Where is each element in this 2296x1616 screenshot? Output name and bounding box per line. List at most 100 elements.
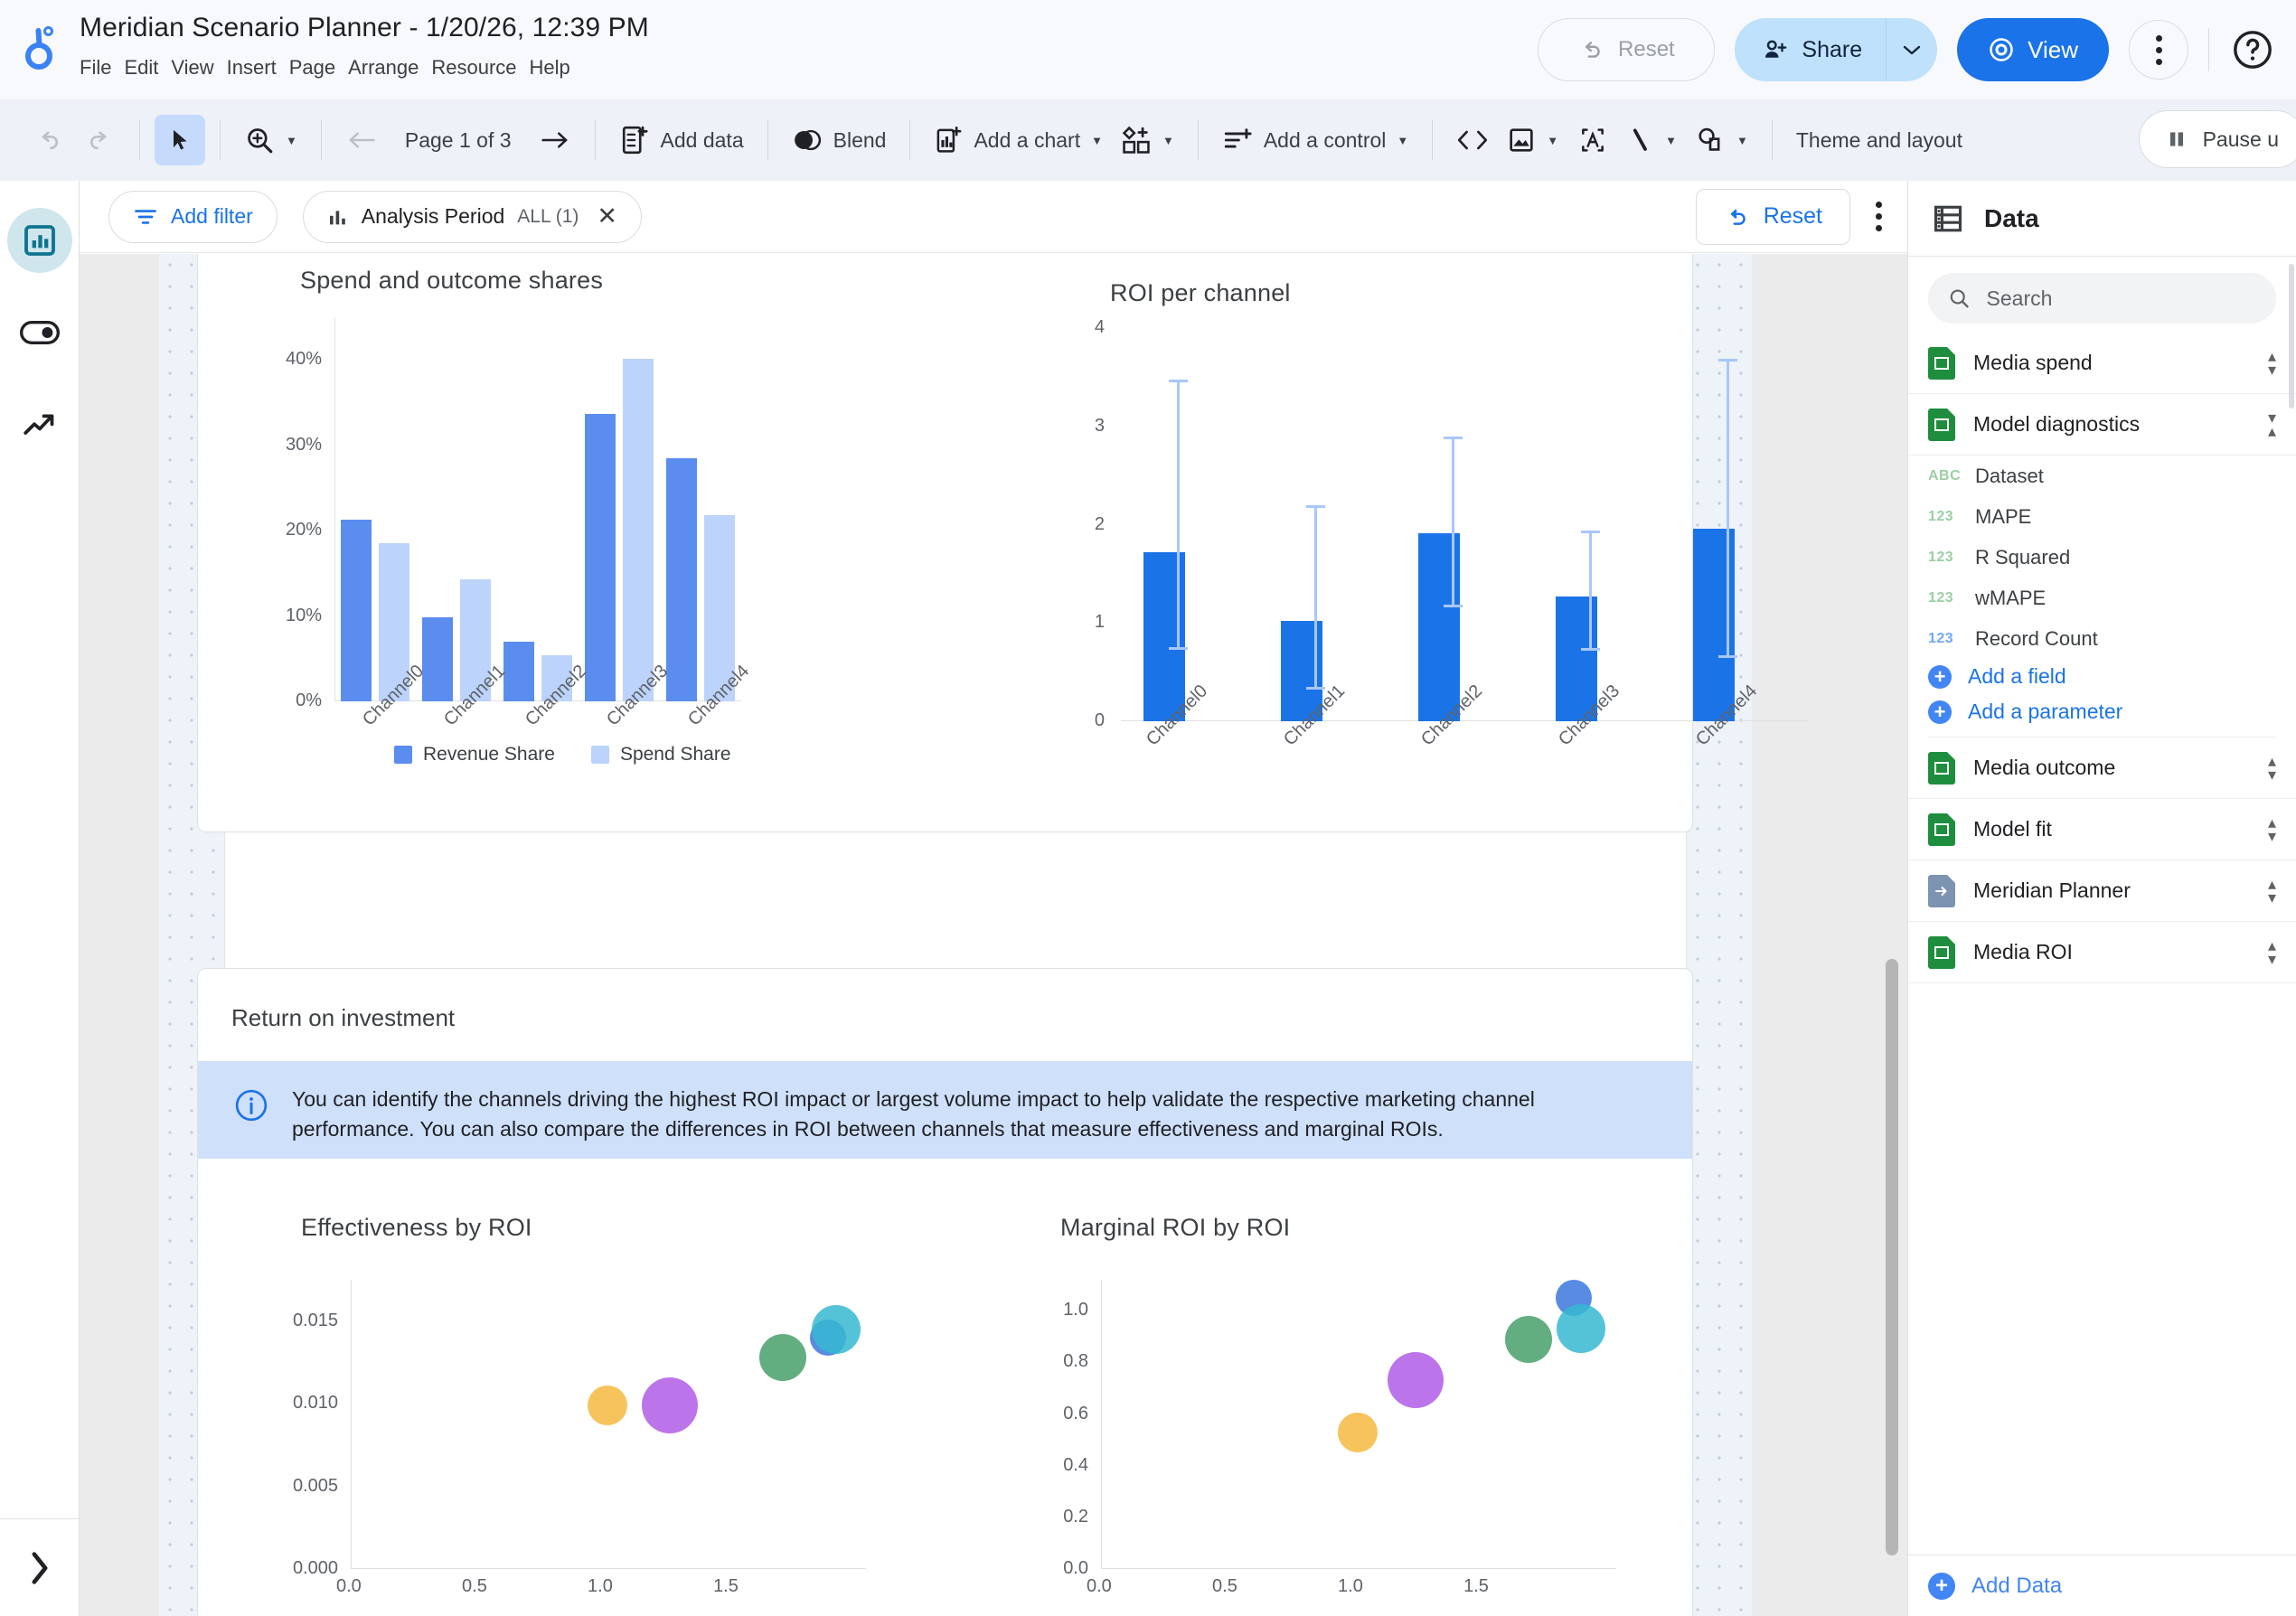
field-row[interactable]: 123 R Squared [1908,537,2296,578]
x-tick-label: 1.5 [713,1576,739,1596]
chart-title: Effectiveness by ROI [301,1214,532,1241]
bar[interactable] [585,413,616,701]
community-visualizations-button[interactable]: ▼ [1112,125,1183,155]
bar[interactable] [503,641,534,701]
undo-button[interactable] [24,115,74,165]
page-indicator[interactable]: Page 1 of 3 [404,127,512,152]
menu-arrange[interactable]: Arrange [348,56,419,79]
menu-file[interactable]: File [80,56,112,79]
add-data-button[interactable]: Add data [610,124,753,156]
app-logo[interactable] [0,0,80,99]
field-row[interactable]: 123 wMAPE [1908,578,2296,618]
rail-item-toggle[interactable] [0,293,80,372]
bar[interactable] [623,359,654,701]
search-input[interactable] [1986,286,2256,311]
add-chart-button[interactable]: Add a chart ▼ [925,125,1112,155]
data-panel-scrollbar[interactable] [2289,264,2294,409]
bar[interactable] [379,543,409,701]
bar[interactable] [541,655,572,701]
menu-insert[interactable]: Insert [226,56,277,79]
add-parameter-link[interactable]: + Add a parameter [1908,694,2296,729]
bubble-point[interactable] [1504,1315,1552,1363]
field-row[interactable]: ABC Dataset [1908,456,2296,496]
zoom-tool-button[interactable]: ▼ [235,125,306,155]
chart-marginal-roi-by-roi[interactable]: Marginal ROI by ROI 0.0 0.2 0.4 0.6 0.8 1.0 0… [983,1194,1707,1616]
expand-icon[interactable]: ▴ ▾ [2267,347,2276,379]
data-source-row[interactable]: Meridian Planner ▴ ▾ [1908,860,2296,922]
menu-resource[interactable]: Resource [431,56,517,79]
data-source-row[interactable]: Media spend ▴ ▾ [1908,333,2296,394]
theme-and-layout-button[interactable]: Theme and layout [1795,127,1962,152]
expand-icon[interactable]: ▴ ▾ [2267,752,2276,784]
legend-item[interactable]: Revenue Share [394,744,555,766]
close-icon[interactable]: ✕ [597,202,618,230]
more-options-button[interactable] [2129,20,2188,80]
menu-view[interactable]: View [171,56,214,79]
insert-shape-button[interactable]: ▼ [1686,126,1757,155]
expand-icon[interactable]: ▴ ▾ [2267,875,2276,907]
redo-button[interactable] [74,115,125,165]
chart-effectiveness-by-roi[interactable]: Effectiveness by ROI 0.000 0.005 0.010 0.01… [224,1194,947,1616]
pause-updates-button[interactable]: Pause u [2138,110,2296,168]
bubble-point[interactable] [1337,1412,1378,1452]
kebab-icon [2155,34,2162,65]
bubble-point[interactable] [759,1333,807,1381]
embed-code-button[interactable] [1447,115,1498,165]
view-button[interactable]: View [1957,18,2109,81]
share-dropdown-button[interactable] [1887,18,1937,81]
y-axis [334,317,335,701]
insert-line-button[interactable]: ▼ [1618,126,1686,155]
rail-item-report[interactable] [0,201,80,280]
data-source-row[interactable]: Media ROI ▴ ▾ [1908,922,2296,983]
bubble-point[interactable] [1557,1304,1606,1354]
bar[interactable] [460,578,491,701]
filter-chip-analysis-period[interactable]: Analysis Period ALL (1) ✕ [302,190,643,243]
insert-image-button[interactable]: ▼ [1498,126,1567,155]
next-page-button[interactable] [530,115,580,165]
blend-button[interactable]: Blend [783,127,896,154]
chart-spend-and-outcome-shares[interactable]: Spend and outcome shares 0% 10% 20% 30% 40% … [235,254,922,814]
expand-icon[interactable]: ▴ ▾ [2267,813,2276,845]
menu-page[interactable]: Page [288,56,336,79]
shapes-icon [1122,126,1150,154]
bubble-point[interactable] [587,1385,627,1425]
canvas-scrollbar[interactable] [1886,959,1898,1555]
menu-help[interactable]: Help [529,56,570,79]
expand-panel-button[interactable] [0,1518,80,1616]
bar[interactable] [341,519,372,701]
bar[interactable] [704,515,735,701]
menu-edit[interactable]: Edit [124,56,159,79]
search-field[interactable] [1928,273,2276,324]
legend-item[interactable]: Spend Share [590,744,731,766]
page-title[interactable]: Meridian Scenario Planner - 1/20/26, 12:… [80,13,649,42]
select-tool-button[interactable] [155,115,205,165]
collapse-icon[interactable]: ▾ ▴ [2267,409,2276,440]
bubble-point[interactable] [1387,1352,1444,1409]
reset-button[interactable]: Reset [1538,18,1716,81]
add-field-link[interactable]: + Add a field [1908,659,2296,694]
previous-page-button[interactable] [336,115,387,165]
bubble-point[interactable] [642,1376,699,1433]
error-bar [1177,381,1180,650]
add-filter-button[interactable]: Add filter [108,190,278,243]
help-button[interactable] [2229,26,2276,73]
bubble-point[interactable] [811,1304,861,1354]
share-button[interactable]: Share [1735,18,1886,81]
data-source-row[interactable]: Media outcome ▴ ▾ [1908,738,2296,799]
expand-icon[interactable]: ▴ ▾ [2267,936,2276,968]
field-row[interactable]: 123 MAPE [1908,496,2296,537]
rail-item-trend[interactable] [0,385,80,465]
add-data-footer-button[interactable]: + Add Data [1908,1555,2296,1616]
view-circle-icon [1990,38,2013,61]
insert-textbox-button[interactable] [1567,115,1618,165]
data-source-row[interactable]: Model diagnostics ▾ ▴ [1908,394,2296,456]
bar[interactable] [666,457,697,701]
chevron-down-icon: ▼ [1162,133,1174,147]
field-row[interactable]: 123 Record Count [1908,618,2296,659]
filter-reset-button[interactable]: Reset [1695,188,1850,245]
data-source-row[interactable]: Model fit ▴ ▾ [1908,799,2296,860]
add-control-button[interactable]: Add a control ▼ [1213,125,1417,155]
bar[interactable] [422,617,453,701]
filter-more-options-button[interactable] [1867,193,1891,240]
